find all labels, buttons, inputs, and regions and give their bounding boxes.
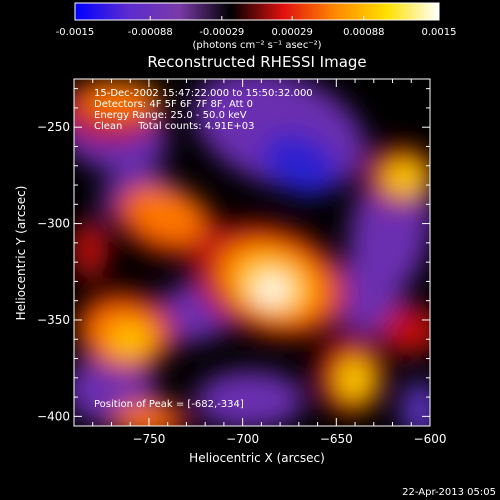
chart-title: Reconstructed RHESSI Image [147, 53, 366, 71]
x-tick-label: −650 [320, 432, 353, 446]
colorbar-ticks: -0.0015 -0.00088 -0.00029 0.00029 0.00088 0.0… [56, 16, 457, 38]
peak-position-label: Position of Peak = [-682,-334] [94, 399, 244, 410]
x-axis-label: Heliocentric X (arcsec) [189, 451, 325, 465]
footer-timestamp: 22-Apr-2013 05:05 [402, 487, 496, 498]
y-tick-label: −400 [37, 409, 70, 423]
annotation-counts: Clean Total counts: 4.91E+03 [94, 121, 254, 132]
colorbar-tick-label: -0.00088 [128, 27, 173, 38]
colorbar-tick-label: 0.0015 [422, 27, 457, 38]
x-tick-label: −750 [132, 432, 165, 446]
colorbar-tick-label: -0.00029 [199, 27, 244, 38]
x-tick-label: −700 [226, 432, 259, 446]
y-tick-label: −350 [37, 313, 70, 327]
x-axis: −750 −700 −650 −600 [73, 79, 447, 446]
plot-frame [73, 78, 431, 427]
y-tick-label: −250 [37, 120, 70, 134]
annotation-time: 15-Dec-2002 15:47:22.000 to 15:50:32.000 [94, 88, 313, 99]
colorbar-unit-label: (photons cm⁻² s⁻¹ asec⁻²) [192, 40, 321, 51]
heatmap-image [74, 79, 430, 426]
colorbar-tick-label: -0.0015 [56, 27, 95, 38]
y-tick-label: −300 [37, 217, 70, 231]
colorbar-tick-label: 0.00088 [343, 27, 384, 38]
annotation-detectors: Detectors: 4F 5F 6F 7F 8F, Att 0 [94, 99, 253, 110]
annotation-energy: Energy Range: 25.0 - 50.0 keV [94, 110, 247, 121]
colorbar-tick-label: 0.00029 [272, 27, 313, 38]
annotation-block: 15-Dec-2002 15:47:22.000 to 15:50:32.000… [94, 88, 313, 132]
colorbar-gradient [74, 2, 440, 21]
x-tick-label: −600 [414, 432, 447, 446]
colorbar: -0.0015 -0.00088 -0.00029 0.00029 0.00088 0.0… [56, 2, 457, 51]
y-axis-label: Heliocentric Y (arcsec) [14, 186, 28, 321]
y-axis: −400 −350 −300 −250 [37, 88, 430, 423]
